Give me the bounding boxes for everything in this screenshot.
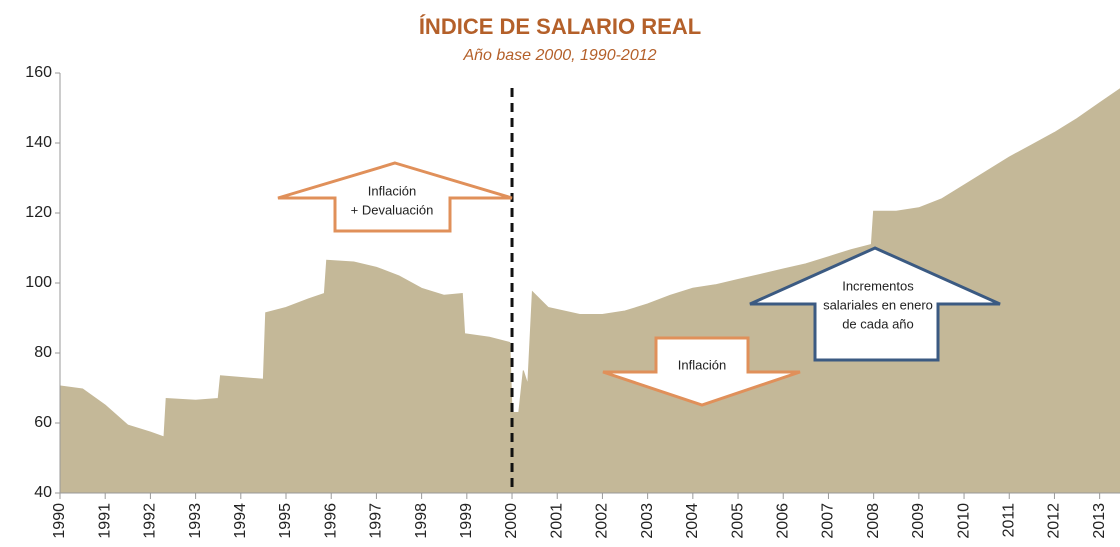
x-tick-label: 1999	[458, 503, 475, 539]
chart-title: ÍNDICE DE SALARIO REAL	[419, 14, 701, 39]
x-tick-label: 1997	[368, 503, 385, 539]
y-tick-label: 100	[25, 274, 52, 291]
annotation-text: Incrementos	[842, 278, 914, 293]
y-tick-label: 80	[34, 344, 52, 361]
x-tick-label: 2010	[955, 503, 972, 539]
x-tick-label: 2009	[910, 503, 927, 539]
annotation-text: Inflación	[368, 183, 416, 198]
area	[59, 88, 1120, 494]
x-tick-label: 2000	[503, 503, 520, 539]
x-tick-label: 2008	[865, 503, 882, 539]
annotations: Inflación + Devaluación Inflación Increm…	[277, 161, 1001, 407]
x-tick-label: 2005	[729, 503, 746, 539]
x-tick-label: 2003	[639, 503, 656, 539]
annotation-text: Inflación	[678, 357, 726, 372]
plot: 40 60 80 100 120 140 160 1990 1991 1992 1993 1994 19…	[25, 64, 1120, 539]
x-tick-label: 2011	[1000, 503, 1017, 538]
x-tick-label: 1990	[51, 503, 68, 539]
annotation-text: + Devaluación	[351, 202, 434, 217]
arrow-down	[602, 336, 801, 407]
x-tick-label: 1992	[142, 503, 159, 539]
arrow-up	[749, 246, 1001, 362]
y-tick-label: 160	[25, 64, 52, 81]
x-tick-label: 2007	[820, 503, 837, 539]
x-tick-label: 1993	[187, 503, 204, 539]
x-tick-label: 2002	[594, 503, 611, 539]
x-tick-label: 2001	[548, 503, 565, 539]
arrow-up	[277, 161, 513, 233]
x-tick-label: 2013	[1091, 503, 1108, 539]
x-tick-label: 2006	[774, 503, 791, 539]
y-tick-label: 40	[34, 484, 52, 501]
x-tick-label: 2012	[1046, 503, 1063, 539]
x-tick-label: 1991	[96, 503, 113, 539]
x-tick-label: 1995	[277, 503, 294, 539]
y-tick-label: 60	[34, 414, 52, 431]
x-tick-label: 1996	[322, 503, 339, 539]
x-tick-label: 1994	[232, 503, 249, 539]
chart-subtitle: Año base 2000, 1990-2012	[462, 47, 656, 64]
y-tick-label: 140	[25, 134, 52, 151]
annotation-text: de cada año	[842, 316, 914, 331]
x-tick-label: 1998	[413, 503, 430, 539]
x-tick-label: 2004	[684, 503, 701, 539]
annotation-text: salariales en enero	[823, 297, 933, 312]
y-tick-label: 120	[25, 204, 52, 221]
